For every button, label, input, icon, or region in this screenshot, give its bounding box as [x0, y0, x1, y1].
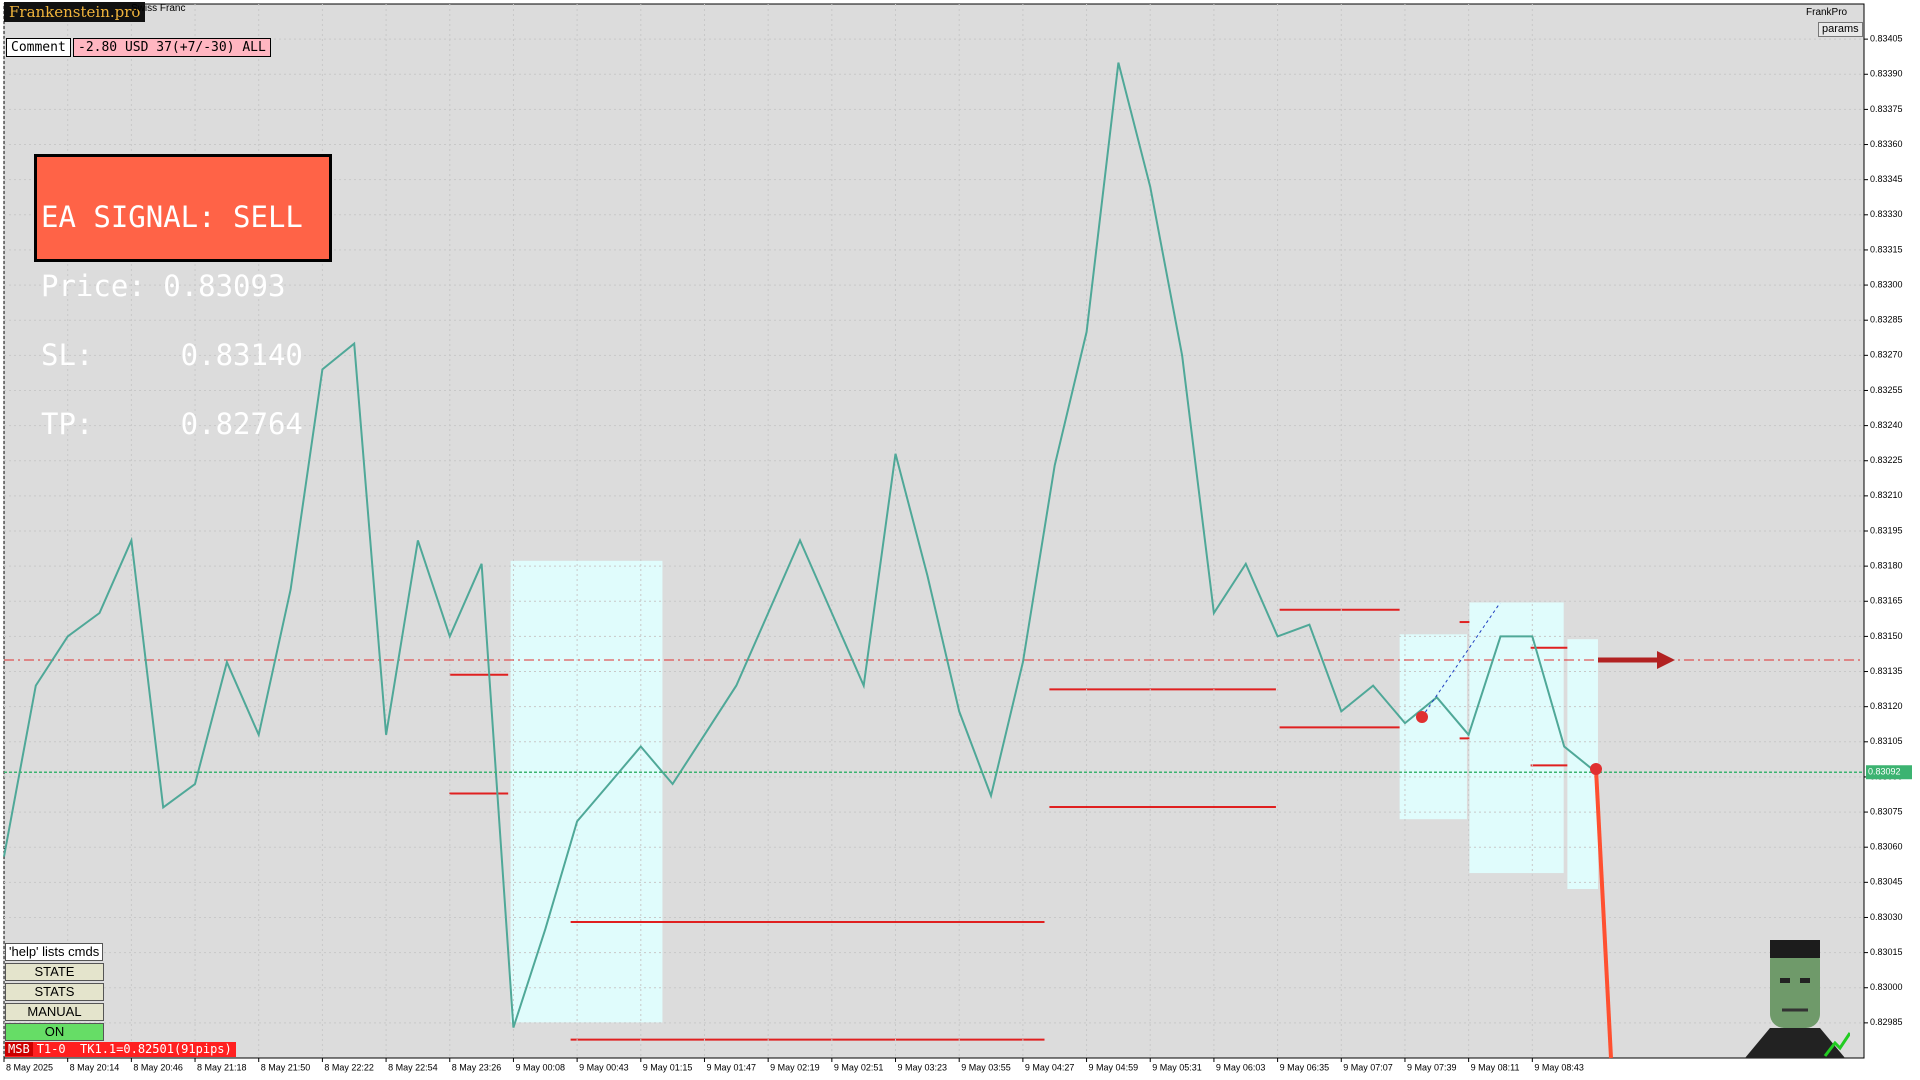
x-tick-label: 9 May 06:35 — [1280, 1062, 1330, 1072]
comment-text: -2.80 USD 37(+7/-30) ALL — [73, 38, 271, 57]
state-button[interactable]: STATE — [5, 963, 104, 981]
x-tick-label: 9 May 06:03 — [1216, 1062, 1266, 1072]
y-tick-label: 0.83015 — [1870, 947, 1903, 957]
y-tick-label: 0.83345 — [1870, 174, 1903, 184]
x-tick-label: 9 May 01:47 — [706, 1062, 756, 1072]
x-tick-label: 9 May 02:51 — [834, 1062, 884, 1072]
zone — [1469, 602, 1564, 874]
x-tick-label: 9 May 00:43 — [579, 1062, 629, 1072]
x-tick-label: 9 May 01:15 — [643, 1062, 693, 1072]
signal-panel: EA SIGNAL: SELL Price: 0.83093 SL: 0.831… — [34, 154, 332, 439]
x-tick-label: 8 May 21:50 — [261, 1062, 311, 1072]
x-tick-label: 8 May 20:46 — [133, 1062, 183, 1072]
y-tick-label: 0.83195 — [1870, 525, 1903, 535]
y-tick-label: 0.83360 — [1870, 139, 1903, 149]
signal-line: EA SIGNAL: SELL — [41, 200, 303, 234]
x-tick-label: 8 May 20:14 — [70, 1062, 120, 1072]
y-tick-label: 0.83060 — [1870, 842, 1903, 852]
signal-line: TP: 0.82764 — [41, 407, 303, 441]
status-bar: MSB T1-0 TK1.1=0.82501(91pips) — [5, 1042, 236, 1057]
y-tick-label: 0.83120 — [1870, 701, 1903, 711]
y-tick-label: 0.83405 — [1870, 34, 1903, 44]
zone — [510, 560, 663, 1023]
y-tick-label: 0.83285 — [1870, 315, 1903, 325]
trade-marker — [1416, 711, 1428, 723]
comment-label: Comment — [6, 38, 71, 57]
x-tick-label: 9 May 07:39 — [1407, 1062, 1457, 1072]
y-tick-label: 0.83000 — [1870, 982, 1903, 992]
x-tick-label: 8 May 23:26 — [452, 1062, 502, 1072]
logo: Frankenstein.pro — [4, 2, 146, 22]
y-tick-label: 0.83165 — [1870, 596, 1903, 606]
status-text: T1-0 TK1.1=0.82501(91pips) — [36, 1042, 232, 1056]
y-tick-label: 0.83300 — [1870, 279, 1903, 289]
trade-marker — [1590, 763, 1602, 775]
y-tick-label: 0.83315 — [1870, 244, 1903, 254]
x-tick-label: 9 May 08:11 — [1471, 1062, 1520, 1072]
y-tick-label: 0.82985 — [1870, 1017, 1903, 1027]
y-tick-label: 0.83030 — [1870, 912, 1903, 922]
y-tick-label: 0.83330 — [1870, 209, 1903, 219]
y-tick-label: 0.83045 — [1870, 877, 1903, 887]
sell-arrow-head — [1657, 651, 1675, 669]
y-tick-label: 0.83375 — [1870, 104, 1903, 114]
y-tick-label: 0.83390 — [1870, 69, 1903, 79]
zone — [1399, 634, 1467, 820]
x-tick-label: 9 May 04:27 — [1025, 1062, 1075, 1072]
help-hint: 'help' lists cmds — [5, 943, 104, 961]
y-tick-label: 0.83105 — [1870, 736, 1903, 746]
stats-button[interactable]: STATS — [5, 983, 104, 1001]
x-tick-label: 9 May 00:08 — [515, 1062, 565, 1072]
y-tick-label: 0.83210 — [1870, 490, 1903, 500]
x-tick-label: 9 May 03:55 — [961, 1062, 1011, 1072]
x-tick-label: 9 May 04:59 — [1089, 1062, 1139, 1072]
y-tick-label: 0.83180 — [1870, 561, 1903, 571]
status-tag: MSB — [5, 1042, 33, 1056]
current-price-box — [1866, 765, 1912, 780]
brand: FrankPro — [1806, 7, 1848, 18]
trade-link — [1421, 602, 1501, 718]
params-button[interactable]: params — [1818, 22, 1863, 37]
signal-line: Price: 0.83093 — [41, 269, 286, 303]
y-tick-label: 0.83225 — [1870, 455, 1903, 465]
projection-line — [1594, 768, 1613, 1059]
y-tick-label: 0.83135 — [1870, 666, 1903, 676]
y-tick-label: 0.83075 — [1870, 806, 1903, 816]
x-tick-label: 9 May 02:19 — [770, 1062, 820, 1072]
manual-button[interactable]: MANUAL — [5, 1003, 104, 1021]
x-tick-label: 9 May 05:31 — [1152, 1062, 1202, 1072]
x-tick-label: 9 May 03:23 — [898, 1062, 948, 1072]
x-tick-label: 8 May 22:54 — [388, 1062, 438, 1072]
on-button[interactable]: ON — [5, 1023, 104, 1041]
x-tick-label: 8 May 2025 — [6, 1062, 53, 1072]
x-tick-label: 8 May 21:18 — [197, 1062, 247, 1072]
price-line — [3, 62, 1597, 1028]
symbol-name: Swiss Franc — [131, 3, 186, 14]
x-tick-label: 9 May 07:07 — [1343, 1062, 1393, 1072]
x-tick-label: 8 May 22:22 — [324, 1062, 374, 1072]
x-tick-label: 9 May 08:43 — [1534, 1062, 1584, 1072]
mascot — [1745, 940, 1850, 1058]
overlays — [449, 560, 1598, 1041]
y-tick-label: 0.83240 — [1870, 420, 1903, 430]
signal-line: SL: 0.83140 — [41, 338, 303, 372]
y-tick-label: 0.83150 — [1870, 631, 1903, 641]
current-price-label: 0.83092 — [1868, 767, 1901, 777]
y-tick-label: 0.83255 — [1870, 385, 1903, 395]
y-tick-label: 0.83270 — [1870, 350, 1903, 360]
